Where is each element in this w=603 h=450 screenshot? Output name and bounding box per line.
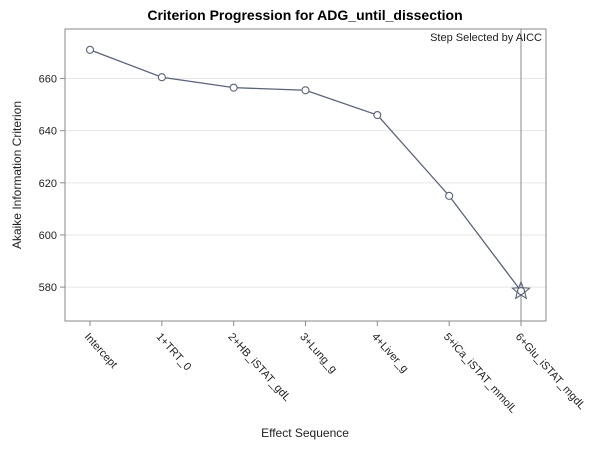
data-point-3: [301, 86, 310, 95]
y-tick-label-4: 660: [39, 74, 57, 86]
y-tick-label-1: 600: [39, 230, 57, 242]
x-tick-label-5: 5+iCa_iSTAT_mmolL: [441, 331, 519, 416]
selected-step-star-marker: [511, 280, 531, 300]
chart-title: Criterion Progression for ADG_until_diss…: [147, 7, 462, 23]
y-tick-label-0: 580: [39, 282, 57, 294]
y-axis-label: Akaike Information Criterion: [10, 101, 24, 249]
x-tick-label-2: 2+HB_iSTAT_gdL: [225, 331, 292, 404]
x-axis-ticks: Intercept 1+TRT_0 2+HB_iSTAT_gdL 3+Lung_g 4+…: [82, 321, 588, 416]
x-tick-label-1: 1+TRT_0: [154, 331, 194, 373]
x-tick-label-6: 6+Glu_iSTAT_mgdL: [513, 331, 588, 412]
x-tick-label-3: 3+Lung_g: [297, 331, 339, 376]
plot-frame: [64, 28, 547, 322]
data-point-1: [157, 73, 166, 82]
y-tick-label-3: 640: [39, 126, 57, 138]
data-point-4: [373, 110, 382, 120]
gridlines: [65, 78, 546, 288]
data-point-5: [445, 191, 454, 200]
aic-series-line: [89, 49, 522, 292]
data-point-0: [85, 45, 95, 54]
x-tick-label-4: 4+Liver_g: [369, 331, 410, 375]
y-axis-ticks: 580 600 620 640 660: [39, 74, 65, 294]
x-tick-label-0: Intercept: [82, 331, 120, 371]
y-tick-label-2: 620: [39, 178, 57, 190]
aic-series-markers: [85, 45, 531, 300]
selected-step-annotation: Step Selected by AICC: [430, 32, 542, 44]
x-axis-label: Effect Sequence: [261, 426, 349, 440]
data-point-6: [516, 286, 526, 296]
data-point-2: [229, 83, 238, 92]
